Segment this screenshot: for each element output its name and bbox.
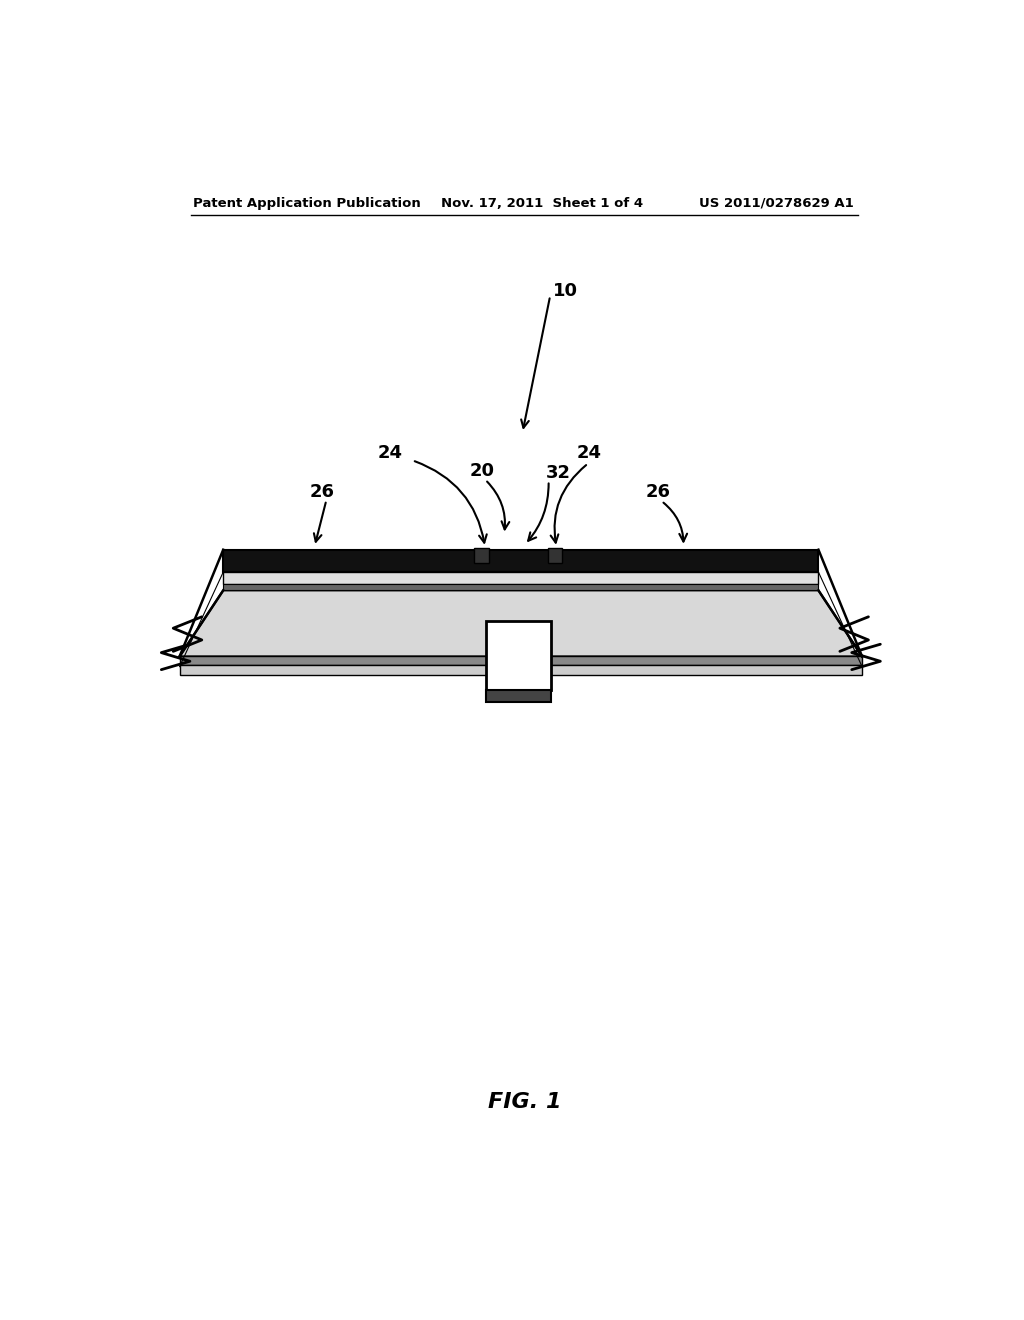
Polygon shape <box>179 590 862 656</box>
Text: 28: 28 <box>367 602 391 619</box>
Text: 10: 10 <box>553 281 578 300</box>
Polygon shape <box>179 664 862 675</box>
Text: US 2011/0278629 A1: US 2011/0278629 A1 <box>699 197 854 210</box>
Polygon shape <box>474 548 488 562</box>
Text: 26: 26 <box>310 483 335 500</box>
Text: Nov. 17, 2011  Sheet 1 of 4: Nov. 17, 2011 Sheet 1 of 4 <box>441 197 644 210</box>
Text: 20: 20 <box>469 462 495 480</box>
Text: 24: 24 <box>577 444 601 462</box>
Polygon shape <box>223 572 818 585</box>
Text: 24: 24 <box>378 444 402 462</box>
Text: 22: 22 <box>422 609 446 627</box>
Text: 32: 32 <box>546 465 570 483</box>
Text: 26: 26 <box>645 483 671 500</box>
Polygon shape <box>486 690 551 702</box>
Text: 30: 30 <box>554 630 579 647</box>
Text: Patent Application Publication: Patent Application Publication <box>194 197 421 210</box>
Polygon shape <box>486 620 551 690</box>
Polygon shape <box>548 548 562 562</box>
Polygon shape <box>223 585 818 590</box>
Text: FIG. 1: FIG. 1 <box>488 1092 561 1111</box>
Polygon shape <box>223 549 818 572</box>
Polygon shape <box>179 656 862 664</box>
